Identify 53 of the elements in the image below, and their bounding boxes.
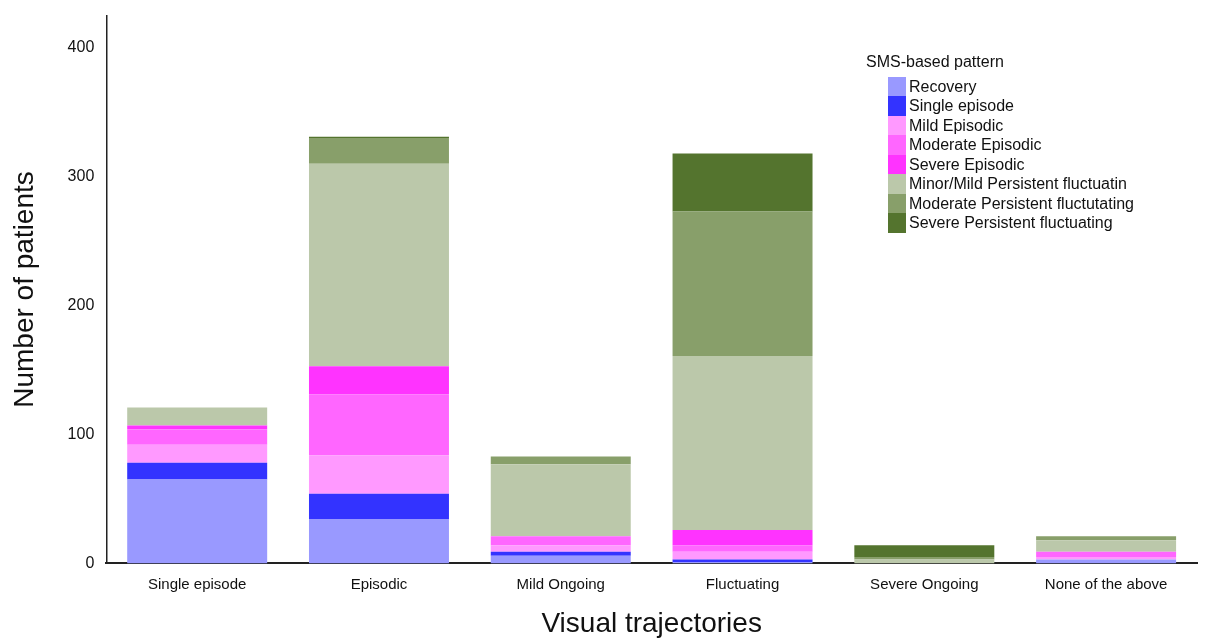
y-tick-label: 400 [67, 38, 95, 56]
bar [308, 519, 449, 564]
x-tick-label: Episodic [350, 574, 408, 592]
bar [127, 444, 268, 463]
bar [127, 425, 268, 430]
bar [127, 429, 268, 445]
bar [854, 556, 995, 560]
x-tick-label: None of the above [1044, 574, 1168, 592]
bar [490, 456, 631, 465]
bar [490, 551, 631, 556]
bar [308, 394, 449, 456]
bar [672, 529, 813, 546]
bar [672, 551, 813, 560]
legend-label: Mild Episodic [909, 115, 1004, 135]
x-tick-label: Mild Ongoing [516, 574, 605, 592]
bar [308, 163, 449, 367]
x-axis-title: Visual trajectories [541, 606, 762, 638]
bar [127, 407, 268, 426]
legend-label: Single episode [909, 96, 1014, 116]
bar [490, 555, 631, 564]
bar [490, 536, 631, 546]
y-tick-label: 0 [85, 553, 95, 571]
bar [672, 153, 813, 212]
bar [672, 211, 813, 356]
bar [1036, 551, 1177, 557]
legend-label: Minor/Mild Persistent fluctuatin [909, 174, 1127, 194]
y-axis-title: Number of patients [7, 171, 39, 408]
bar [308, 493, 449, 520]
y-tick-label: 200 [67, 296, 95, 314]
legend-label: Severe Persistent fluctuating [909, 213, 1113, 233]
bar [490, 464, 631, 537]
bar [127, 479, 268, 564]
bar [1036, 540, 1177, 552]
bar [1036, 536, 1177, 541]
legend-label: Severe Episodic [909, 154, 1025, 174]
y-tick-label: 100 [67, 424, 95, 442]
x-tick-label: Severe Ongoing [870, 574, 979, 592]
bar [308, 455, 449, 494]
bar [127, 462, 268, 480]
legend-label: Moderate Episodic [909, 135, 1042, 155]
legend-label: Recovery [909, 76, 977, 96]
bar [854, 545, 995, 557]
legend-title: SMS-based pattern [866, 52, 1005, 72]
bar [308, 138, 449, 164]
y-tick-label: 300 [67, 167, 95, 185]
bar [672, 355, 813, 530]
bar [308, 366, 449, 395]
legend-label: Moderate Persistent fluctutating [909, 193, 1135, 213]
x-tick-label: Single episode [147, 574, 247, 592]
bar [1036, 556, 1177, 560]
x-tick-label: Fluctuating [705, 574, 780, 592]
bar [672, 545, 813, 552]
bar [490, 545, 631, 552]
